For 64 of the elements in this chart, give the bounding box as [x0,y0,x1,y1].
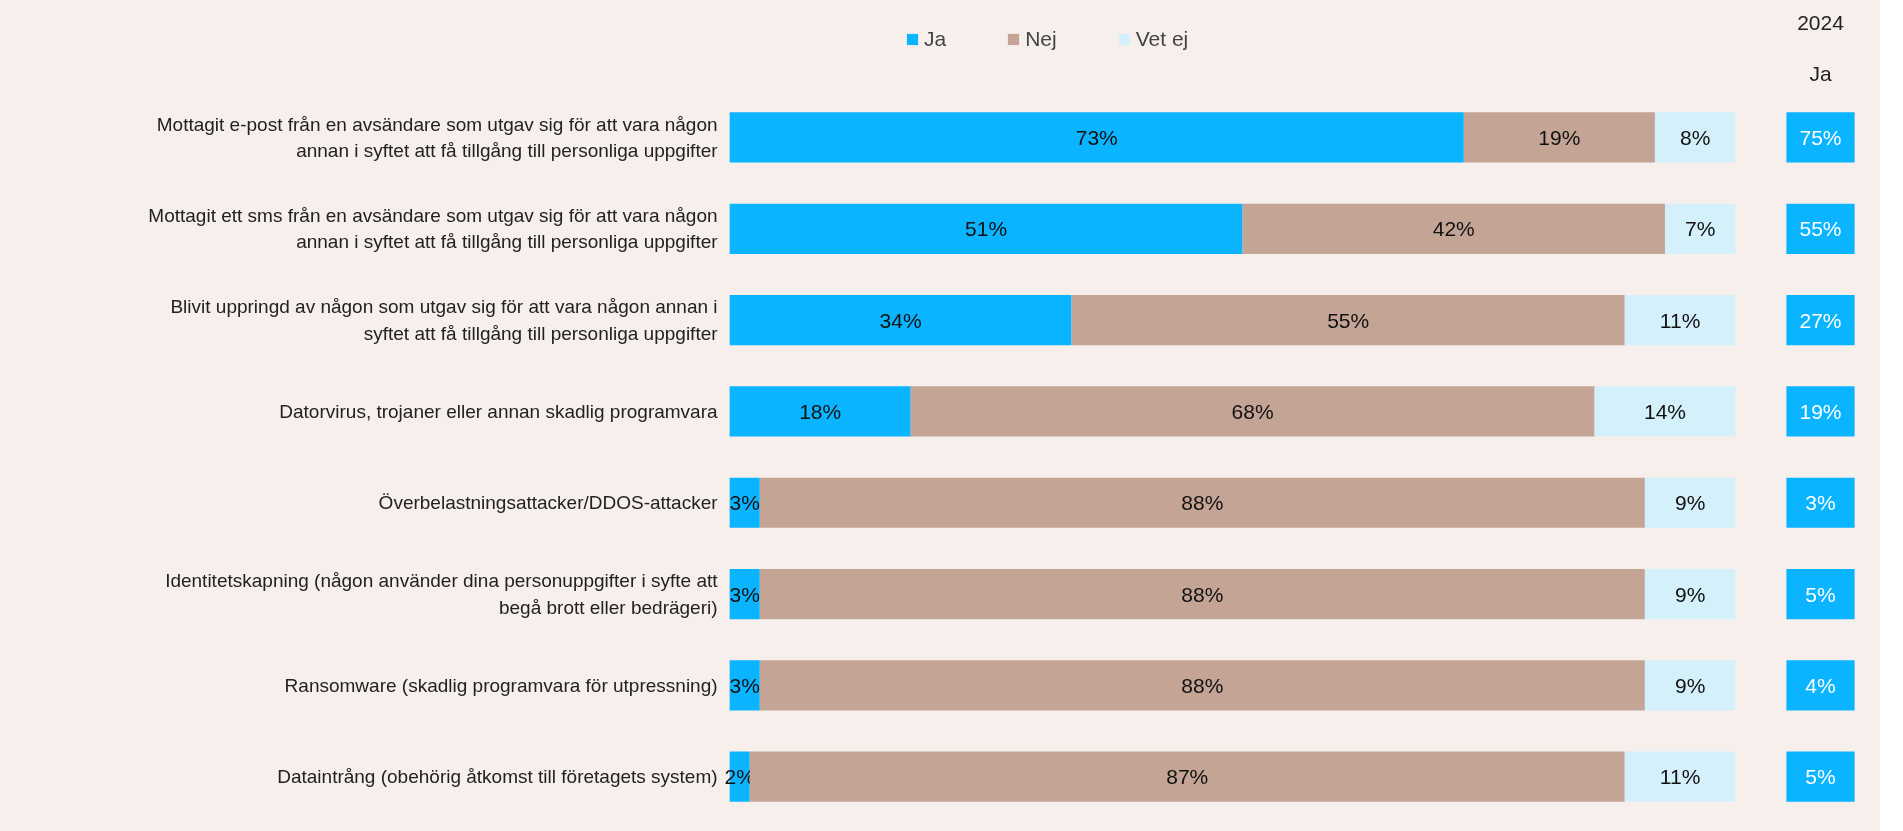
data-label: 55% [1327,308,1370,332]
bar [759,477,1645,528]
y-tick-label: Ransomware (skadlig programvara för utpressning) [284,674,718,696]
bar [1664,203,1736,254]
bar [729,386,911,437]
text: 2024 [1797,11,1845,35]
text: 55% [1799,217,1842,241]
legend-label: Ja [924,27,947,51]
data-label: 88% [1181,582,1224,606]
bar [1071,295,1625,346]
data-label: 8% [1679,125,1711,149]
bar [749,751,1625,802]
text: 27% [1799,308,1842,332]
bar [1644,477,1736,528]
bar [1624,295,1736,346]
data-label: 11% [1659,308,1701,332]
data-label: 3% [729,673,760,697]
text: 5% [1805,582,1836,606]
text: 19% [1799,399,1842,423]
legend-label: Vet ej [1135,27,1189,51]
bar [1644,660,1736,711]
text: Ja [1809,62,1832,86]
bar [729,112,1464,163]
bar [1654,112,1736,163]
data-label: 18% [799,399,842,423]
data-label: 9% [1674,673,1706,697]
bar [1242,203,1665,254]
data-label: 73% [1075,125,1118,149]
text: 4% [1805,673,1836,697]
bar [759,568,1645,620]
data-label: 9% [1674,582,1706,606]
y-tick-label: Mottagit ett sms från en avsändare som utgav sig för att vara någon annan i syftet att få tillgång till personliga uppgifter [148,205,719,253]
text: 5% [1805,765,1836,789]
data-label: 51% [965,217,1008,241]
bar [729,203,1243,254]
bar [910,386,1595,437]
data-label: 42% [1432,217,1475,241]
data-label: 34% [879,308,922,332]
y-tick-label: Överbelastningsattacker/DDOS-attacker [378,492,719,514]
y-tick-label: Dataintrång (obehörig åtkomst till företagets system) [277,766,718,788]
bar [1594,386,1736,437]
data-label: 9% [1674,491,1706,515]
data-label: 3% [729,582,760,606]
data-label: 14% [1643,399,1686,423]
bar [1644,568,1736,620]
bar [1624,751,1736,802]
data-label: 88% [1181,673,1224,697]
bar [729,295,1072,346]
y-tick-label: Mottagit e-post från en avsändare som utgav sig för att vara någon annan i syftet att få tillgång till personliga uppgifter [156,113,719,162]
data-label: 11% [1659,765,1701,789]
data-label: 19% [1538,125,1581,149]
text: 3% [1805,491,1836,515]
data-label: 88% [1181,491,1224,515]
data-label: 68% [1231,399,1274,423]
data-label: 7% [1685,217,1716,241]
bar [759,660,1645,711]
text: 75% [1799,125,1842,149]
data-label: 87% [1166,765,1209,789]
y-tick-label: Blivit uppringd av någon som utgav sig för att vara någon annan i syftet att få tillgång till personliga uppgifter [170,296,719,344]
y-tick-label: Datorvirus, trojaner eller annan skadlig programvara [279,400,718,422]
y-tick-label: Identitetskapning (någon använder dina personuppgifter i syfte att begå brott eller bedrägeri) [165,570,719,618]
legend-label: Nej [1025,27,1057,51]
data-label: 3% [729,491,760,515]
bar [1463,112,1655,163]
